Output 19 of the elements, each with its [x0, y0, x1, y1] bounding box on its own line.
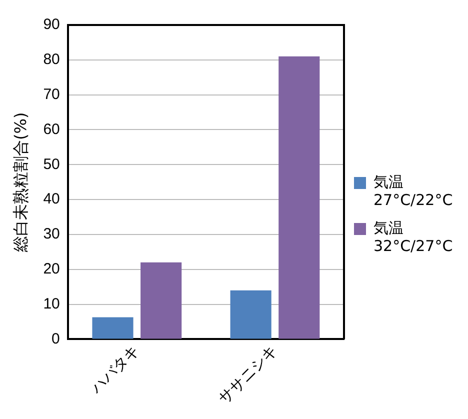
bar — [278, 56, 320, 339]
y-tick-label: 70 — [43, 86, 60, 103]
x-tick-label: ササニシキ — [214, 341, 281, 408]
legend-label: 気温 27°C/22°C — [374, 172, 453, 209]
y-tick-label: 60 — [43, 120, 60, 138]
legend-label: 気温 32°C/27°C — [374, 218, 453, 255]
y-tick-label: 30 — [43, 226, 60, 243]
y-tick-label: 90 — [43, 16, 60, 34]
y-tick-label: 10 — [43, 295, 60, 312]
bar — [230, 290, 272, 339]
bar — [140, 262, 182, 339]
y-tick-label: 0 — [52, 330, 60, 348]
y-tick-label: 40 — [43, 190, 60, 208]
bar — [92, 317, 134, 339]
y-tick-label: 20 — [43, 260, 60, 278]
y-tick-label: 50 — [43, 156, 60, 173]
y-axis-title: 総白未熟粒割合(%) — [10, 112, 30, 253]
x-tick-label: ハバタキ — [86, 341, 142, 398]
y-tick-label: 80 — [43, 51, 60, 68]
